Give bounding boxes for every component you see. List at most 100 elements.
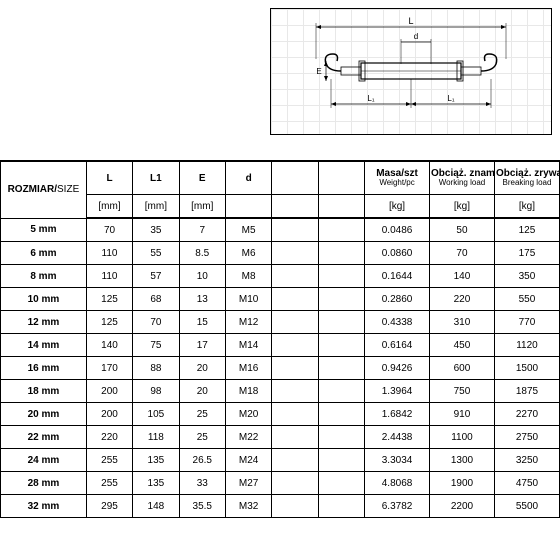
cell-L1: 70 [133, 311, 179, 334]
cell-wl: 2200 [430, 495, 495, 518]
cell-b1 [272, 403, 318, 426]
table-row: 10 mm1256813M100.2860220550 [1, 288, 560, 311]
cell-d: M18 [225, 380, 271, 403]
size-header: ROZMIAR/SIZE [1, 161, 87, 218]
cell-b2 [318, 242, 364, 265]
cell-L: 125 [86, 288, 132, 311]
cell-L: 255 [86, 472, 132, 495]
cell-E: 8.5 [179, 242, 225, 265]
cell-b2 [318, 449, 364, 472]
cell-wl: 70 [430, 242, 495, 265]
cell-size: 28 mm [1, 472, 87, 495]
table-row: 20 mm20010525M201.68429102270 [1, 403, 560, 426]
cell-mass: 0.2860 [365, 288, 430, 311]
cell-b2 [318, 288, 364, 311]
cell-d: M5 [225, 218, 271, 242]
cell-d: M16 [225, 357, 271, 380]
col-wl: Obciąż. znamion. Working load [430, 161, 495, 195]
cell-L1: 118 [133, 426, 179, 449]
unit-d [225, 195, 271, 219]
cell-mass: 3.3034 [365, 449, 430, 472]
cell-bl: 4750 [494, 472, 559, 495]
cell-L1: 135 [133, 449, 179, 472]
cell-size: 32 mm [1, 495, 87, 518]
cell-b2 [318, 495, 364, 518]
cell-E: 15 [179, 311, 225, 334]
cell-b2 [318, 334, 364, 357]
cell-L: 140 [86, 334, 132, 357]
cell-mass: 1.6842 [365, 403, 430, 426]
header-row-1: ROZMIAR/SIZE L L1 E d Masa/szt Weight/pc… [1, 161, 560, 195]
table-row: 18 mm2009820M181.39647501875 [1, 380, 560, 403]
cell-L: 220 [86, 426, 132, 449]
cell-d: M12 [225, 311, 271, 334]
cell-mass: 6.3782 [365, 495, 430, 518]
cell-b2 [318, 311, 364, 334]
cell-wl: 1100 [430, 426, 495, 449]
cell-wl: 910 [430, 403, 495, 426]
cell-L1: 148 [133, 495, 179, 518]
unit-b2 [318, 195, 364, 219]
cell-E: 25 [179, 426, 225, 449]
cell-size: 12 mm [1, 311, 87, 334]
cell-b2 [318, 380, 364, 403]
cell-bl: 770 [494, 311, 559, 334]
unit-L1: [mm] [133, 195, 179, 219]
cell-bl: 3250 [494, 449, 559, 472]
col-blank2 [318, 161, 364, 195]
cell-b1 [272, 426, 318, 449]
unit-bl: [kg] [494, 195, 559, 219]
cell-wl: 450 [430, 334, 495, 357]
cell-wl: 750 [430, 380, 495, 403]
cell-wl: 600 [430, 357, 495, 380]
diagram-panel: L d E L₁ L₁ [270, 8, 552, 135]
cell-mass: 4.8068 [365, 472, 430, 495]
cell-size: 5 mm [1, 218, 87, 242]
cell-L1: 68 [133, 288, 179, 311]
unit-mass: [kg] [365, 195, 430, 219]
cell-b2 [318, 218, 364, 242]
cell-d: M6 [225, 242, 271, 265]
cell-b2 [318, 265, 364, 288]
cell-wl: 50 [430, 218, 495, 242]
cell-size: 24 mm [1, 449, 87, 472]
table-row: 28 mm25513533M274.806819004750 [1, 472, 560, 495]
cell-bl: 1500 [494, 357, 559, 380]
cell-bl: 550 [494, 288, 559, 311]
cell-size: 14 mm [1, 334, 87, 357]
table-row: 22 mm22011825M222.443811002750 [1, 426, 560, 449]
cell-bl: 1875 [494, 380, 559, 403]
dim-L: L [408, 16, 413, 26]
cell-E: 33 [179, 472, 225, 495]
cell-mass: 0.1644 [365, 265, 430, 288]
cell-wl: 220 [430, 288, 495, 311]
col-blank1 [272, 161, 318, 195]
cell-L: 255 [86, 449, 132, 472]
cell-L: 200 [86, 403, 132, 426]
cell-mass: 0.4338 [365, 311, 430, 334]
cell-E: 10 [179, 265, 225, 288]
cell-E: 35.5 [179, 495, 225, 518]
dim-L1b: L₁ [447, 94, 454, 103]
cell-E: 7 [179, 218, 225, 242]
cell-L: 125 [86, 311, 132, 334]
cell-L: 70 [86, 218, 132, 242]
cell-mass: 0.0860 [365, 242, 430, 265]
turnbuckle-diagram: L d E L₁ L₁ [271, 9, 551, 134]
cell-d: M22 [225, 426, 271, 449]
table-row: 14 mm1407517M140.61644501120 [1, 334, 560, 357]
cell-b2 [318, 403, 364, 426]
table-row: 16 mm1708820M160.94266001500 [1, 357, 560, 380]
cell-b1 [272, 495, 318, 518]
cell-size: 16 mm [1, 357, 87, 380]
cell-bl: 175 [494, 242, 559, 265]
cell-mass: 0.0486 [365, 218, 430, 242]
col-E: E [179, 161, 225, 195]
table-row: 6 mm110558.5M60.086070175 [1, 242, 560, 265]
cell-b2 [318, 426, 364, 449]
cell-b1 [272, 449, 318, 472]
cell-b1 [272, 265, 318, 288]
table-row: 8 mm1105710M80.1644140350 [1, 265, 560, 288]
cell-b1 [272, 334, 318, 357]
cell-d: M32 [225, 495, 271, 518]
